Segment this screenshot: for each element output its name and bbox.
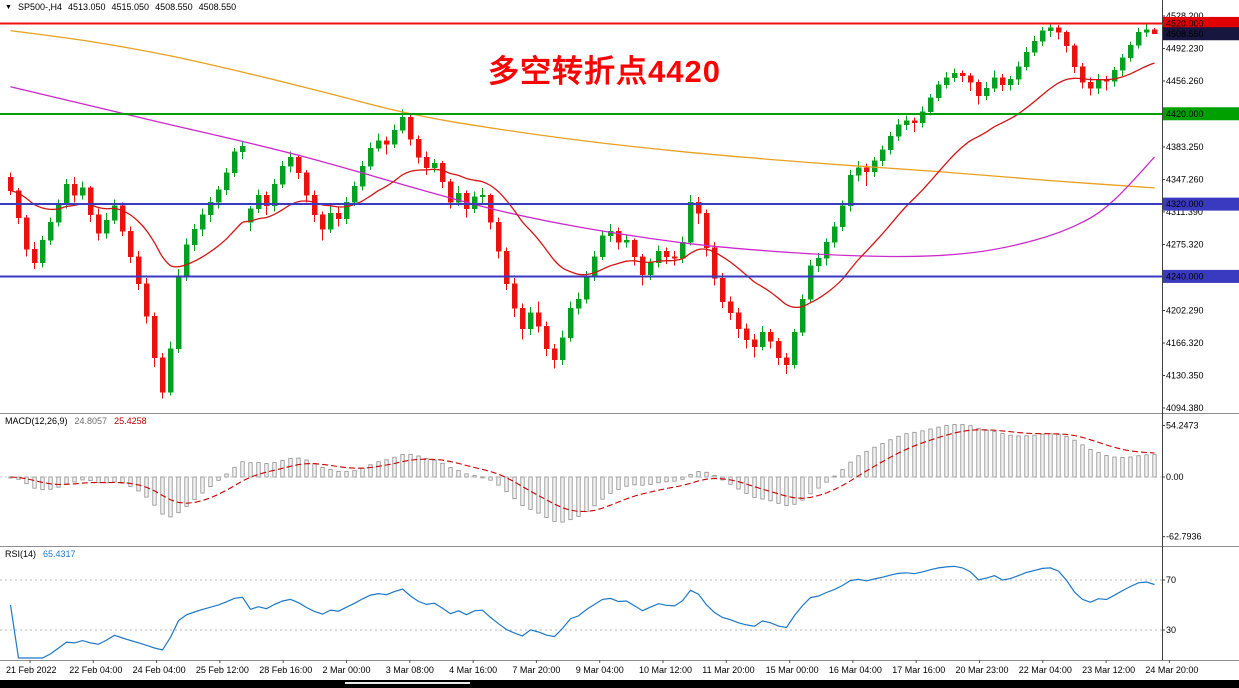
svg-text:24 Mar 20:00: 24 Mar 20:00 — [1145, 665, 1198, 675]
macd-signal-value: 25.4258 — [114, 416, 147, 426]
taskbar-handle[interactable] — [345, 682, 470, 684]
svg-text:4520.000: 4520.000 — [1166, 18, 1204, 28]
support-line-badge — [1163, 197, 1239, 211]
ohlc-low: 4508.550 — [155, 2, 193, 12]
svg-text:22 Feb 04:00: 22 Feb 04:00 — [69, 665, 122, 675]
svg-text:4 Mar 16:00: 4 Mar 16:00 — [449, 665, 497, 675]
svg-text:25 Feb 12:00: 25 Feb 12:00 — [196, 665, 249, 675]
macd-name: MACD(12,26,9) — [5, 416, 68, 426]
svg-text:54.2473: 54.2473 — [1166, 420, 1199, 430]
svg-text:3 Mar 08:00: 3 Mar 08:00 — [386, 665, 434, 675]
svg-text:4275.320: 4275.320 — [1166, 240, 1204, 250]
rsi-indicator-label: RSI(14) 65.4317 — [5, 549, 76, 559]
svg-text:4528.200: 4528.200 — [1166, 11, 1204, 21]
svg-text:10 Mar 12:00: 10 Mar 12:00 — [639, 665, 692, 675]
candles-layer — [7, 22, 1158, 399]
macd-indicator-label: MACD(12,26,9) 24.8057 25.4258 — [5, 416, 147, 426]
symbol-info-bar: ▼ SP500-,H4 4513.050 4515.050 4508.550 4… — [5, 2, 236, 12]
svg-text:7 Mar 20:00: 7 Mar 20:00 — [512, 665, 560, 675]
svg-text:28 Feb 16:00: 28 Feb 16:00 — [259, 665, 312, 675]
symbol-name: SP500-,H4 — [17, 2, 62, 12]
svg-text:2 Mar 00:00: 2 Mar 00:00 — [323, 665, 371, 675]
svg-text:4094.380: 4094.380 — [1166, 403, 1204, 413]
svg-text:9 Mar 04:00: 9 Mar 04:00 — [576, 665, 624, 675]
svg-text:-62.7936: -62.7936 — [1166, 532, 1202, 542]
svg-text:23 Mar 12:00: 23 Mar 12:00 — [1082, 665, 1135, 675]
macd-value: 24.8057 — [74, 416, 108, 426]
chart-annotation-text: 多空转折点4420 — [488, 54, 721, 89]
svg-text:4420.000: 4420.000 — [1166, 109, 1204, 119]
ohlc-open: 4513.050 — [67, 2, 106, 12]
svg-text:11 Mar 20:00: 11 Mar 20:00 — [702, 665, 754, 675]
svg-text:4383.250: 4383.250 — [1166, 142, 1204, 152]
medium-ma-line — [10, 86, 1155, 258]
svg-text:4130.350: 4130.350 — [1166, 370, 1204, 380]
taskbar[interactable] — [0, 680, 1239, 688]
svg-text:15 Mar 00:00: 15 Mar 00:00 — [766, 665, 819, 675]
ohlc-high: 4515.050 — [111, 2, 150, 12]
svg-text:21 Feb 2022: 21 Feb 2022 — [6, 665, 57, 675]
svg-text:17 Mar 16:00: 17 Mar 16:00 — [892, 665, 945, 675]
panel-borders — [0, 0, 1239, 661]
svg-text:4166.320: 4166.320 — [1166, 338, 1204, 348]
svg-text:4202.290: 4202.290 — [1166, 305, 1204, 315]
svg-text:20 Mar 23:00: 20 Mar 23:00 — [956, 665, 1009, 675]
svg-text:4492.230: 4492.230 — [1166, 44, 1204, 54]
svg-text:4347.260: 4347.260 — [1166, 174, 1204, 184]
price-axis[interactable]: 4528.200 4492.230 4456.260 4383.250 4347.260… — [1162, 11, 1239, 413]
svg-text:4508.550: 4508.550 — [1166, 29, 1204, 39]
time-axis[interactable]: 21 Feb 2022 22 Feb 04:00 24 Feb 04:00 25 Fe… — [6, 660, 1198, 675]
svg-text:0.00: 0.00 — [1166, 472, 1184, 482]
pivot-line-badge — [1163, 107, 1239, 121]
macd-signal-line — [10, 429, 1155, 513]
svg-text:70: 70 — [1166, 575, 1176, 585]
symbol-dropdown-icon[interactable]: ▼ — [5, 3, 12, 11]
horizontal-level-lines[interactable] — [0, 22, 1162, 278]
svg-text:24 Feb 04:00: 24 Feb 04:00 — [133, 665, 186, 675]
svg-text:4456.260: 4456.260 — [1166, 76, 1204, 86]
fast-ma-line — [10, 62, 1155, 309]
slow-ma-line — [10, 29, 1155, 189]
rsi-line — [9, 565, 1155, 659]
current-price-badge — [1163, 27, 1239, 41]
svg-text:4311.390: 4311.390 — [1166, 207, 1203, 217]
moving-averages-layer — [10, 29, 1155, 309]
svg-text:4240.000: 4240.000 — [1166, 271, 1204, 281]
rsi-name: RSI(14) — [5, 549, 37, 559]
macd-panel: 54.2473 0.00 -62.7936 — [0, 420, 1202, 542]
rsi-value: 65.4317 — [43, 549, 76, 559]
svg-text:4320.000: 4320.000 — [1166, 199, 1204, 209]
resistance-line-badge — [1163, 16, 1239, 30]
svg-text:16 Mar 04:00: 16 Mar 04:00 — [829, 665, 882, 675]
svg-text:30: 30 — [1166, 625, 1176, 635]
ohlc-close: 4508.550 — [198, 2, 237, 12]
support-line-badge — [1163, 269, 1239, 283]
rsi-panel: 70 30 — [0, 565, 1176, 659]
svg-text:22 Mar 04:00: 22 Mar 04:00 — [1019, 665, 1072, 675]
